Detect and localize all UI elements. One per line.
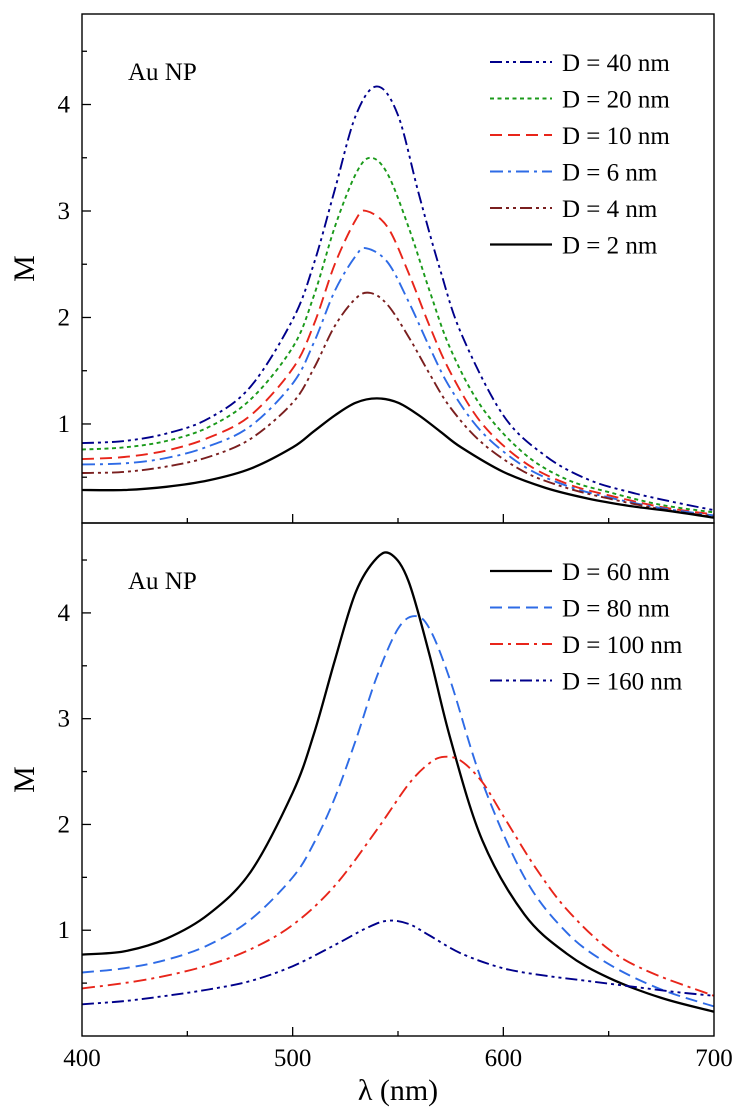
legend-entry-label: D = 80 nm: [562, 596, 670, 623]
legend-entry-label: D = 100 nm: [562, 632, 683, 659]
y-tick-label: 1: [58, 917, 71, 944]
series-line-d-60-nm: [82, 551, 714, 1013]
series-line-d-100-nm: [82, 755, 714, 997]
y-tick-label: 3: [58, 198, 71, 225]
legend-entry-label: D = 10 nm: [562, 123, 670, 150]
x-tick-label: 700: [695, 1045, 733, 1072]
series-line-d-4-nm: [82, 291, 714, 518]
series-line-d-40-nm: [82, 85, 714, 512]
series-line-d-160-nm: [82, 919, 714, 1006]
y-tick-label: 4: [58, 92, 71, 119]
y-axis-title: M: [8, 766, 41, 793]
legend-entry-label: D = 6 nm: [562, 160, 658, 187]
panel-1: 1 2 3 4 M Au NP D = 40 nm D = 20 nm D = 10 nm D =…: [8, 13, 715, 524]
panel-annotation: Au NP: [128, 568, 197, 595]
series-line-d-2-nm: [82, 397, 714, 519]
y-tick-label: 4: [58, 600, 71, 627]
x-tick-label: 500: [274, 1045, 312, 1072]
x-axis-title: λ (nm): [358, 1074, 438, 1107]
y-tick-label: 2: [58, 811, 71, 838]
series-line-d-10-nm: [82, 209, 714, 516]
y-axis-title: M: [8, 255, 41, 282]
y-tick-label: 2: [58, 304, 71, 331]
legend-entry-label: D = 160 nm: [562, 669, 683, 696]
panel-2: 1 2 3 4 400 500 600 700 Mλ (nm) Au NP D = 60 nm D =…: [8, 522, 733, 1107]
y-tick-label: 3: [58, 706, 71, 733]
x-tick-label: 400: [63, 1045, 101, 1072]
legend-entry-label: D = 2 nm: [562, 233, 658, 260]
legend-entry-label: D = 20 nm: [562, 87, 670, 114]
series-line-d-6-nm: [82, 247, 714, 517]
series-line-d-80-nm: [82, 615, 714, 1008]
series-line-d-20-nm: [82, 156, 714, 514]
legend-entry-label: D = 60 nm: [562, 559, 670, 586]
y-tick-label: 1: [58, 411, 71, 438]
x-tick-label: 600: [485, 1045, 523, 1072]
legend-entry-label: D = 4 nm: [562, 196, 658, 223]
panel-annotation: Au NP: [128, 59, 197, 86]
legend-entry-label: D = 40 nm: [562, 50, 670, 77]
